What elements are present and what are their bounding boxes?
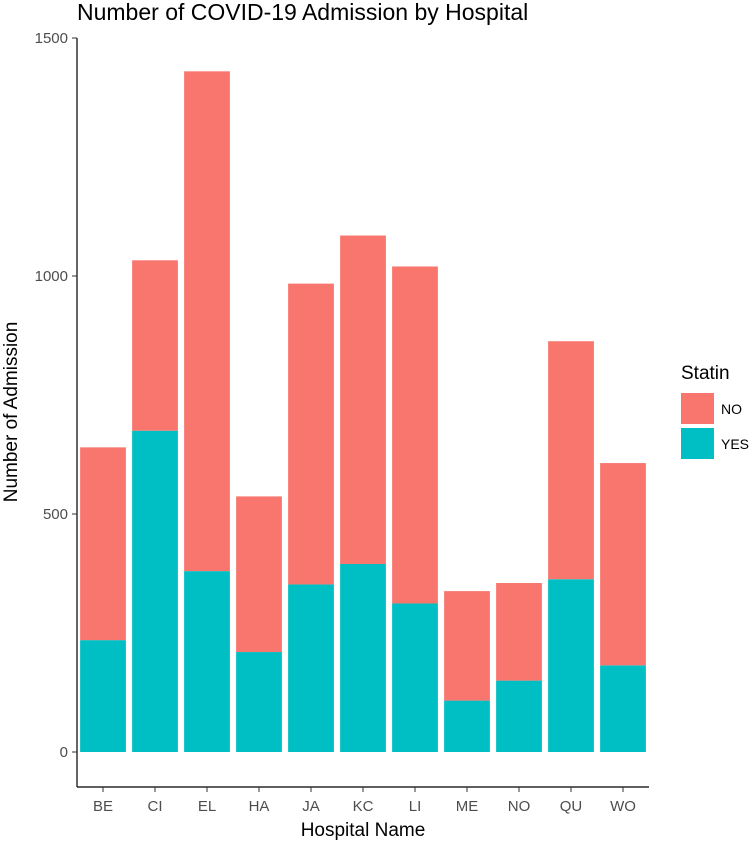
y-tick-label-1500: 1500 <box>35 30 68 47</box>
x-axis-ticks: BE CI EL HA JA KC LI ME NO QU WO <box>93 787 636 815</box>
bar-no-no <box>496 583 542 681</box>
x-tick-label-kc: KC <box>353 798 374 815</box>
bar-qu-yes <box>548 579 594 752</box>
bar-ci-yes <box>132 430 178 752</box>
x-tick-label-li: LI <box>409 798 422 815</box>
legend-items: NO YES <box>681 393 749 459</box>
bar-ha-no <box>236 496 282 653</box>
bar-ja-yes <box>288 584 334 752</box>
bar-be-yes <box>80 640 126 752</box>
x-tick-label-no: NO <box>508 798 531 815</box>
bar-el-no <box>184 71 230 572</box>
bar-ci-no <box>132 260 178 431</box>
x-tick-label-ci: CI <box>148 798 163 815</box>
x-tick-label-ja: JA <box>302 798 320 815</box>
chart-title: Number of COVID-19 Admission by Hospital <box>77 0 528 25</box>
x-tick-label-me: ME <box>456 798 479 815</box>
x-tick-label-wo: WO <box>610 798 636 815</box>
x-tick-label-ha: HA <box>249 798 270 815</box>
bar-be-no <box>80 447 126 641</box>
bars-group <box>80 71 646 752</box>
bar-qu-no <box>548 341 594 580</box>
bar-li-yes <box>392 603 438 752</box>
y-tick-label-1000: 1000 <box>35 268 68 285</box>
bar-wo-no <box>600 463 646 666</box>
bar-el-yes <box>184 571 230 752</box>
legend-key-yes <box>681 428 714 459</box>
y-axis-ticks: 0 500 1000 1500 <box>35 30 77 761</box>
bar-li-no <box>392 266 438 604</box>
y-tick-label-0: 0 <box>60 744 68 761</box>
legend-title: Statin <box>681 363 730 384</box>
legend-key-no <box>681 393 714 424</box>
plot-area: 0 500 1000 1500 BE CI EL HA JA KC LI ME NO QU WO <box>35 30 649 815</box>
y-tick-label-500: 500 <box>43 506 68 523</box>
x-tick-label-be: BE <box>93 798 113 815</box>
legend: Statin NO YES <box>681 363 749 459</box>
bar-no-yes <box>496 680 542 752</box>
bar-ja-no <box>288 283 334 585</box>
bar-kc-yes <box>340 563 386 752</box>
legend-label-no: NO <box>721 401 742 417</box>
x-tick-label-el: EL <box>198 798 216 815</box>
y-axis-title: Number of Admission <box>1 322 22 503</box>
x-tick-label-qu: QU <box>560 798 583 815</box>
x-axis-title: Hospital Name <box>301 820 426 841</box>
bar-me-yes <box>444 700 490 752</box>
bar-kc-no <box>340 235 386 564</box>
bar-ha-yes <box>236 652 282 752</box>
legend-label-yes: YES <box>721 436 749 452</box>
bar-wo-yes <box>600 665 646 752</box>
bar-me-no <box>444 591 490 701</box>
